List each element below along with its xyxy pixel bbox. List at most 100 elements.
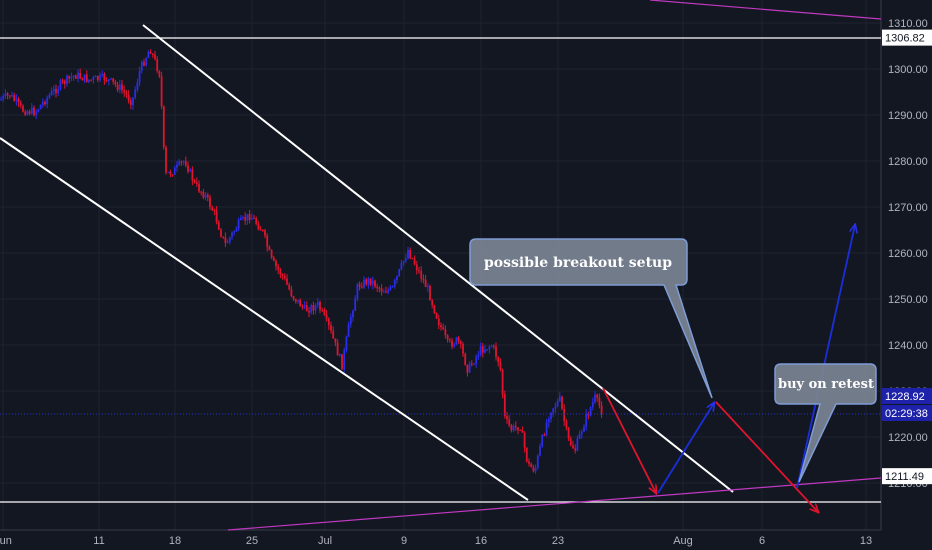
- candle-body: [360, 286, 363, 288]
- candle-body: [275, 260, 277, 267]
- resistance-trendline[interactable]: [649, 0, 882, 20]
- candle-body: [215, 210, 218, 223]
- arrow-rise-1[interactable]: [657, 403, 714, 494]
- callout-breakout[interactable]: possible breakout setup: [469, 238, 713, 399]
- channel-lower-line[interactable]: [0, 137, 529, 501]
- candle-body: [572, 445, 574, 449]
- candle-body: [255, 218, 258, 224]
- candle-body: [24, 111, 27, 115]
- candle-body: [19, 102, 22, 106]
- candle-body: [442, 327, 445, 330]
- candle-body: [226, 242, 229, 244]
- candle-body: [178, 161, 181, 165]
- candle-body: [455, 337, 458, 345]
- callout-retest-text: buy on retest: [778, 377, 874, 392]
- price-label: 1306.82: [882, 29, 932, 46]
- y-tick-label: 1270.00: [888, 202, 928, 214]
- candle-body: [195, 181, 198, 184]
- candle-body: [176, 164, 178, 168]
- channel-upper-line[interactable]: [142, 24, 734, 493]
- candle-body: [88, 79, 90, 82]
- support-trendline[interactable]: [227, 477, 882, 531]
- candle-body: [433, 305, 436, 313]
- candle-body: [380, 288, 383, 292]
- candle-body: [268, 246, 271, 250]
- candle-body: [543, 434, 546, 436]
- candle-body: [519, 430, 522, 432]
- candle-body: [187, 165, 189, 172]
- candle-body: [281, 274, 284, 276]
- candle-body: [217, 222, 220, 230]
- candle-body: [13, 95, 16, 101]
- candle-body: [213, 210, 216, 212]
- candle-body: [310, 305, 313, 313]
- candle-body: [191, 169, 194, 181]
- candle-body: [237, 220, 240, 229]
- candle-body: [261, 229, 264, 231]
- candle-body: [475, 356, 478, 364]
- candle-body: [484, 349, 486, 353]
- candle-body: [523, 432, 526, 448]
- candle-body: [90, 79, 93, 81]
- candle-body: [308, 311, 310, 313]
- candle-body: [451, 340, 453, 347]
- price-label-bg: [882, 387, 932, 404]
- arrow-drop-1[interactable]: [602, 387, 656, 493]
- x-tick-label: Jul: [318, 535, 332, 547]
- x-tick-label: Aug: [673, 535, 693, 547]
- arrow-drop-2[interactable]: [715, 401, 818, 512]
- candle-body: [182, 161, 185, 163]
- candle-body: [132, 97, 134, 106]
- candle-body: [200, 191, 203, 193]
- candle-body: [407, 250, 409, 259]
- x-tick-label: 11: [93, 535, 104, 547]
- candle-body: [127, 94, 130, 101]
- candle-body: [567, 427, 570, 439]
- candle-body: [37, 109, 40, 112]
- candle-body: [270, 249, 273, 258]
- candle-body: [8, 95, 11, 97]
- candle-body: [477, 355, 480, 357]
- candle-body: [248, 214, 251, 220]
- candle-body: [479, 346, 482, 356]
- candle-body: [286, 278, 288, 285]
- candle-body: [426, 285, 429, 288]
- candle-body: [532, 467, 535, 472]
- candle-body: [453, 344, 456, 347]
- callout-retest[interactable]: buy on retest: [774, 363, 877, 483]
- candle-body: [536, 455, 539, 468]
- candle-body: [288, 284, 291, 290]
- price-labels: 1306.82 1228.92 02:29:38 1211.49: [882, 29, 932, 485]
- candle-body: [171, 174, 174, 176]
- candle-body: [558, 396, 561, 402]
- candle-body: [561, 396, 563, 409]
- arrow-rise-2[interactable]: [796, 225, 855, 489]
- candle-body: [272, 257, 275, 261]
- time-axis[interactable]: Jun 11 18 25 Jul 9 16 23 Aug 6 13: [0, 535, 872, 547]
- candle-body: [193, 180, 196, 182]
- candle-body: [59, 80, 62, 90]
- candle-body: [437, 318, 440, 326]
- candle-body: [290, 289, 293, 297]
- candle-body: [314, 305, 317, 311]
- callout-breakout-text: possible breakout setup: [484, 255, 672, 271]
- candle-body: [418, 270, 420, 272]
- candle-body: [488, 346, 491, 350]
- candle-body: [345, 336, 348, 351]
- candle-body: [112, 78, 115, 82]
- candle-body: [598, 397, 601, 406]
- candle-body: [387, 289, 390, 293]
- x-tick-label: 16: [475, 535, 487, 547]
- candle-body: [429, 285, 431, 301]
- candle-body: [440, 325, 442, 328]
- candle-body: [400, 262, 403, 270]
- x-tick-label: Jun: [0, 535, 12, 547]
- candle-body: [596, 394, 599, 398]
- candle-body: [409, 250, 412, 259]
- candle-body: [354, 298, 357, 311]
- candle-body: [312, 305, 315, 311]
- candle-body: [495, 346, 497, 357]
- candle-body: [541, 434, 544, 447]
- candle-body: [134, 89, 137, 98]
